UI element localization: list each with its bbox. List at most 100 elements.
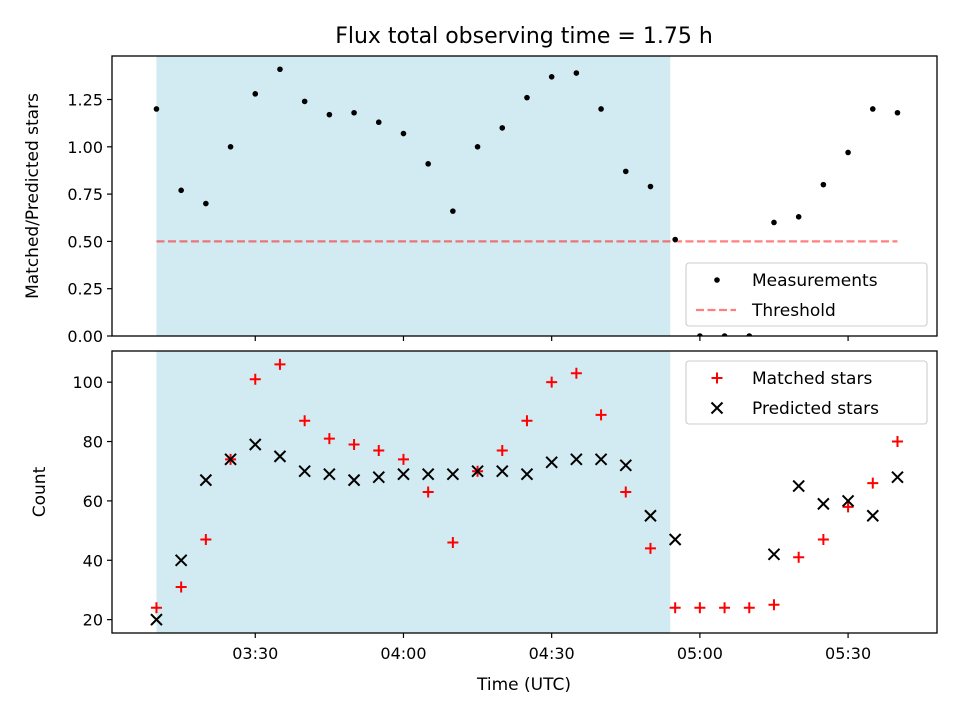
predicted-star-point [594, 453, 608, 466]
bottom-panel: 20 40 60 80 100 03:30 04:00 04:30 05:00 05:30 Coun… [30, 350, 938, 663]
measurement-point [277, 66, 283, 73]
measurement-point [869, 106, 876, 112]
predicted-star-point [767, 548, 781, 561]
y-tick-label: 1.00 [67, 138, 103, 157]
measurement-point [351, 109, 357, 116]
x-tick-label: 04:30 [529, 644, 575, 663]
predicted-star-point [249, 438, 262, 451]
predicted-star-point [792, 479, 805, 493]
legend-plus-icon [711, 372, 723, 384]
legend-label: Measurements [752, 271, 878, 291]
matched-star-point [397, 453, 409, 465]
measurement-point [252, 91, 259, 97]
predicted-star-point [841, 494, 855, 508]
predicted-star-point [471, 465, 484, 478]
y-tick-label: 0.75 [67, 185, 103, 204]
predicted-star-point [273, 450, 287, 463]
x-tick-label: 03:30 [232, 644, 278, 663]
legend-x-icon [710, 401, 724, 415]
x-tick-label: 04:00 [380, 644, 426, 663]
legend-dot-icon [714, 277, 720, 283]
matched-star-point [743, 602, 755, 614]
measurement-point [375, 119, 382, 126]
y-tick-label: 0.50 [67, 232, 103, 251]
measurement-point [425, 161, 431, 167]
y-tick-label: 80 [83, 433, 103, 452]
top-panel: 0.00 0.25 0.50 0.75 1.00 1.25 Matched/Predicte… [23, 55, 938, 346]
predicted-star-point [421, 467, 435, 481]
measurement-point [326, 111, 333, 118]
x-tick-label: 05:00 [677, 644, 723, 663]
measurement-point [746, 333, 753, 336]
observing-window-span [156, 56, 671, 336]
matched-star-point [644, 542, 656, 554]
predicted-star-point [619, 459, 632, 472]
y-axis-label: Matched/Predicted stars [23, 93, 43, 299]
matched-star-point [694, 602, 706, 614]
matched-star-point [570, 367, 582, 379]
predicted-star-point [496, 465, 509, 478]
axes-frame [111, 350, 938, 634]
matched-star-point [422, 486, 434, 498]
predicted-star-point [347, 473, 361, 487]
matched-star-point [768, 599, 780, 611]
predicted-star-point [199, 473, 213, 487]
matched-star-point [793, 551, 805, 563]
matched-star-point [175, 581, 187, 593]
predicted-star-point [866, 509, 879, 522]
measurement-point [795, 214, 802, 220]
matched-star-point [719, 602, 731, 614]
legend-label: Matched stars [752, 369, 872, 389]
legend: Matched stars Predicted stars [685, 360, 928, 425]
measurement-point [573, 70, 580, 76]
y-axis-label: Count [30, 466, 50, 517]
measurement-point [672, 236, 678, 243]
chart-title: Flux total observing time = 1.75 h [335, 24, 713, 49]
measurement-point [227, 144, 234, 150]
x-tick-label: 05:30 [825, 644, 871, 663]
matched-star-point [595, 409, 607, 421]
measurement-point [721, 333, 728, 336]
y-tick-label: 20 [83, 611, 103, 630]
predicted-star-point [520, 467, 534, 481]
matched-star-point [299, 415, 311, 427]
legend-box [685, 360, 928, 425]
matched-star-point [842, 501, 854, 513]
matched-star-point [817, 533, 829, 545]
measurement-point [598, 106, 604, 112]
predicted-star-point [298, 465, 311, 478]
predicted-star-point [323, 467, 336, 481]
matched-star-point [891, 436, 903, 448]
predicted-star-point [644, 509, 657, 522]
legend-box [685, 262, 928, 327]
axes-frame [111, 55, 938, 337]
predicted-star-point [545, 456, 558, 469]
measurement-point [178, 187, 184, 194]
measurement-point [894, 109, 901, 116]
legend-label: Threshold [751, 301, 836, 321]
y-tick-label: 60 [83, 492, 103, 511]
predicted-star-point [397, 467, 410, 481]
measurement-point [400, 130, 407, 137]
predicted-star-point [668, 533, 682, 546]
matched-star-point [867, 477, 879, 489]
measurement-point [845, 149, 851, 156]
legend-label: Predicted stars [752, 399, 879, 419]
matched-star-point [274, 358, 286, 370]
predicted-star-point [224, 453, 237, 466]
matched-star-point [150, 602, 162, 614]
measurement-point [450, 208, 456, 214]
predicted-star-point [372, 470, 385, 484]
measurement-point [622, 168, 629, 175]
matched-star-point [200, 533, 212, 545]
predicted-star-point [570, 453, 583, 466]
predicted-star-point [150, 613, 163, 626]
matched-star-point [521, 415, 533, 427]
y-tick-label: 0.00 [67, 327, 103, 346]
y-tick-label: 40 [83, 551, 103, 570]
measurement-point [697, 333, 703, 336]
matched-star-point [496, 444, 508, 456]
x-axis-label: Time (UTC) [476, 675, 571, 695]
measurement-point [153, 106, 160, 112]
